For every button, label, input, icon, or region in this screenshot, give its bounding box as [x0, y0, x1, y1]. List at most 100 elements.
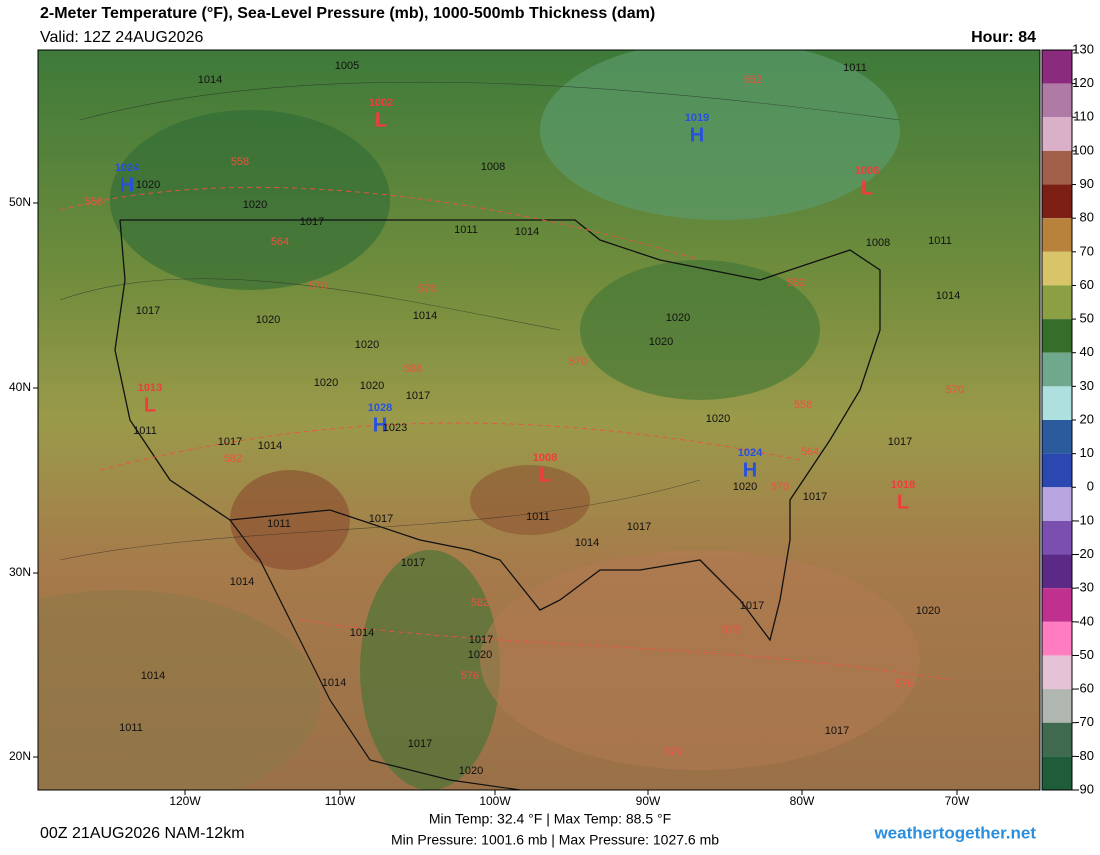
colorbar-label: 20: [1080, 411, 1094, 426]
isobar-label: 1014: [413, 310, 437, 322]
thickness-label: 570: [569, 356, 587, 368]
thickness-label: 582: [224, 453, 242, 465]
isobar-label: 1011: [454, 224, 478, 236]
colorbar-label: 110: [1073, 109, 1094, 124]
colorbar-segment: [1042, 655, 1072, 690]
colorbar-segment: [1042, 352, 1072, 387]
center-letter: L: [539, 464, 551, 486]
colorbar-segment: [1042, 520, 1072, 555]
pacific-region: [38, 590, 320, 790]
colorbar-label: 60: [1080, 277, 1094, 292]
thickness-label: 588: [404, 363, 422, 375]
great-lakes-region: [580, 260, 820, 400]
isobar-label: 1014: [350, 627, 374, 639]
isobar-label: 1017: [136, 305, 160, 317]
valid-time: Valid: 12Z 24AUG2026: [40, 29, 203, 46]
colorbar-label: 50: [1080, 311, 1094, 326]
thickness-label: 576: [461, 670, 479, 682]
colorbar-label: -30: [1075, 580, 1094, 595]
isobar-label: 1020: [136, 179, 160, 191]
colorbar-segment: [1042, 689, 1072, 723]
center-letter: L: [144, 394, 156, 416]
mexico-coast: [229, 519, 521, 790]
colorbar-segment: [1042, 420, 1072, 454]
isobar-label: 1014: [258, 440, 282, 452]
colorbar-label: -20: [1075, 546, 1094, 561]
thickness-label: 576: [664, 746, 682, 758]
hot-plains: [470, 465, 590, 535]
isobar-label: 1014: [230, 576, 254, 588]
isobar-label: 1005: [335, 60, 359, 72]
isobar-label: 1017: [406, 390, 430, 402]
colorbar-segment: [1042, 756, 1072, 790]
center-value: 1024: [115, 162, 140, 174]
isobar-label: 1020: [733, 481, 757, 493]
isobar-label: 1011: [133, 425, 157, 437]
isobar-label: 1014: [198, 74, 222, 86]
isobar-label: 1017: [300, 216, 324, 228]
isobar-label: 1014: [936, 290, 960, 302]
colorbar-label: 70: [1080, 243, 1094, 258]
colorbar-label: -80: [1075, 748, 1094, 763]
thickness-label: 570: [946, 384, 964, 396]
center-value: 1013: [138, 382, 162, 394]
lon-label: 80W: [790, 794, 815, 808]
lon-label: 100W: [479, 794, 511, 808]
colorbar-segment: [1042, 251, 1072, 286]
lat-label: 20N: [9, 749, 31, 763]
isobar-label: 1017: [803, 491, 827, 503]
lat-label: 40N: [9, 380, 31, 394]
isobar-label: 1014: [515, 226, 539, 238]
model-run: 00Z 21AUG2026 NAM-12km: [40, 825, 245, 842]
colorbar-label: 130: [1072, 41, 1094, 56]
temp-range: Min Temp: 32.4 °F | Max Temp: 88.5 °F: [429, 811, 671, 827]
colorbar-segment: [1042, 487, 1072, 521]
colorbar-segment: [1042, 218, 1072, 252]
isobar-label: 1017: [825, 725, 849, 737]
lat-label: 50N: [9, 195, 31, 209]
isobar-label: 1017: [369, 513, 393, 525]
map-area: [38, 50, 1040, 790]
isobar-label: 1020: [243, 199, 267, 211]
isobar-label: 1017: [627, 521, 651, 533]
center-value: 1008: [855, 165, 879, 177]
forest-region: [110, 110, 390, 290]
center-letter: L: [897, 491, 909, 513]
isobar-label: 1017: [218, 436, 242, 448]
colorbar-label: -10: [1075, 512, 1094, 527]
center-value: 1002: [369, 97, 393, 109]
center-letter: H: [690, 124, 704, 146]
colorbar-label: 90: [1080, 176, 1094, 191]
center-value: 1018: [891, 479, 915, 491]
thickness-label: 558: [231, 156, 249, 168]
colorbar-segment: [1042, 722, 1072, 757]
lat-label: 30N: [9, 565, 31, 579]
isobar-label: 1020: [360, 380, 384, 392]
pressure-range: Min Pressure: 1001.6 mb | Max Pressure: …: [391, 832, 719, 848]
isobar-label: 1017: [401, 557, 425, 569]
colorbar-segment: [1042, 319, 1072, 353]
isobar-label: 1020: [314, 377, 338, 389]
colorbar-label: 30: [1080, 378, 1094, 393]
colorbar-label: -40: [1075, 613, 1094, 628]
thickness-label: 576: [895, 678, 913, 690]
isobar-label: 1017: [469, 634, 493, 646]
colorbar-label: -60: [1075, 681, 1094, 696]
lon-label: 120W: [169, 794, 201, 808]
isobar-label: 1020: [649, 336, 673, 348]
colorbar-label: 10: [1080, 445, 1094, 460]
colorbar-label: -70: [1075, 714, 1094, 729]
isobar-label: 1011: [526, 511, 550, 523]
us-outline: [114, 219, 881, 642]
colorbar-segment: [1042, 588, 1072, 622]
isobar-label: 1011: [843, 62, 867, 74]
isobar-label: 1023: [383, 422, 407, 434]
isobar-label: 1017: [740, 600, 764, 612]
colorbar-label: 120: [1072, 75, 1094, 90]
isobar-label: 1020: [355, 339, 379, 351]
isobar-label: 1011: [119, 722, 143, 734]
thickness-label: 558: [85, 196, 103, 208]
isobar-label: 1020: [256, 314, 280, 326]
thickness-label: 552: [787, 277, 805, 289]
colorbar-segment: [1042, 554, 1072, 589]
